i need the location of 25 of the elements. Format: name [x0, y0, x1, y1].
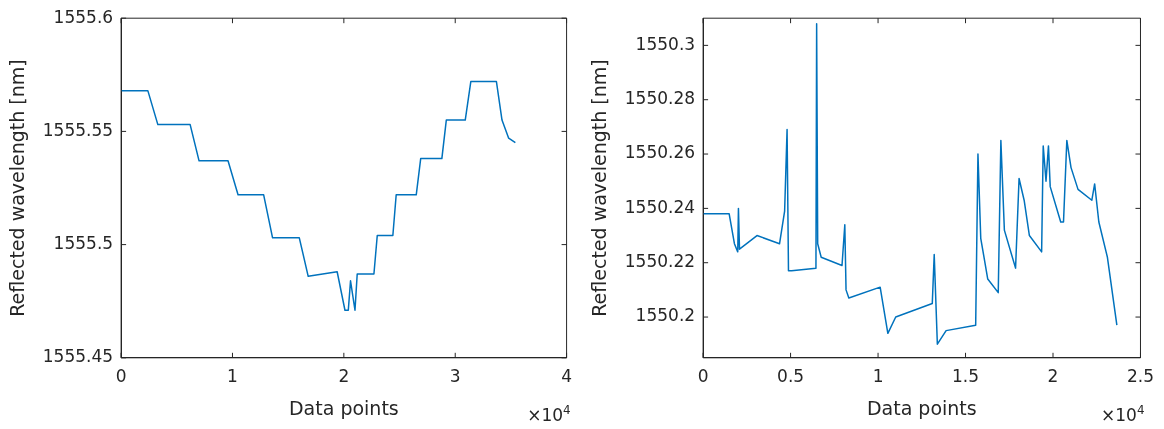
- y-tick-label: 1550.28: [624, 88, 696, 109]
- y-tick-label: 1550.3: [635, 33, 696, 54]
- x-tick-label: 1: [872, 366, 884, 387]
- y-axis-title: Reflected wavelength [nm]: [6, 59, 29, 317]
- x-tick-label: 2.5: [1126, 366, 1155, 387]
- x-tick-label: 1: [227, 366, 238, 387]
- x-tick-label: 4: [561, 366, 573, 387]
- y-axis-title: Reflected wavelength [nm]: [588, 59, 611, 317]
- x-tick-label: 0.5: [777, 366, 805, 387]
- y-tick-label: 1555.45: [42, 346, 114, 367]
- y-tick-label: 1555.55: [42, 119, 114, 140]
- x-axis-title: Data points: [866, 396, 977, 419]
- y-tick-label: 1550.26: [624, 142, 696, 163]
- x-tick-label: 2: [338, 366, 350, 387]
- y-tick-label: 1550.22: [624, 251, 696, 272]
- x-tick-label: 3: [449, 366, 461, 387]
- y-tick-label: 1555.6: [53, 6, 114, 27]
- y-tick-label: 1550.2: [635, 305, 696, 326]
- x-tick-label: 1.5: [952, 366, 980, 387]
- x-tick-label: 2: [1047, 366, 1059, 387]
- x-tick-label: 0: [115, 366, 127, 387]
- y-tick-label: 1555.5: [53, 233, 114, 254]
- x-axis-title: Data points: [288, 396, 399, 419]
- x-tick-label: 0: [697, 366, 709, 387]
- y-tick-label: 1550.24: [624, 196, 696, 217]
